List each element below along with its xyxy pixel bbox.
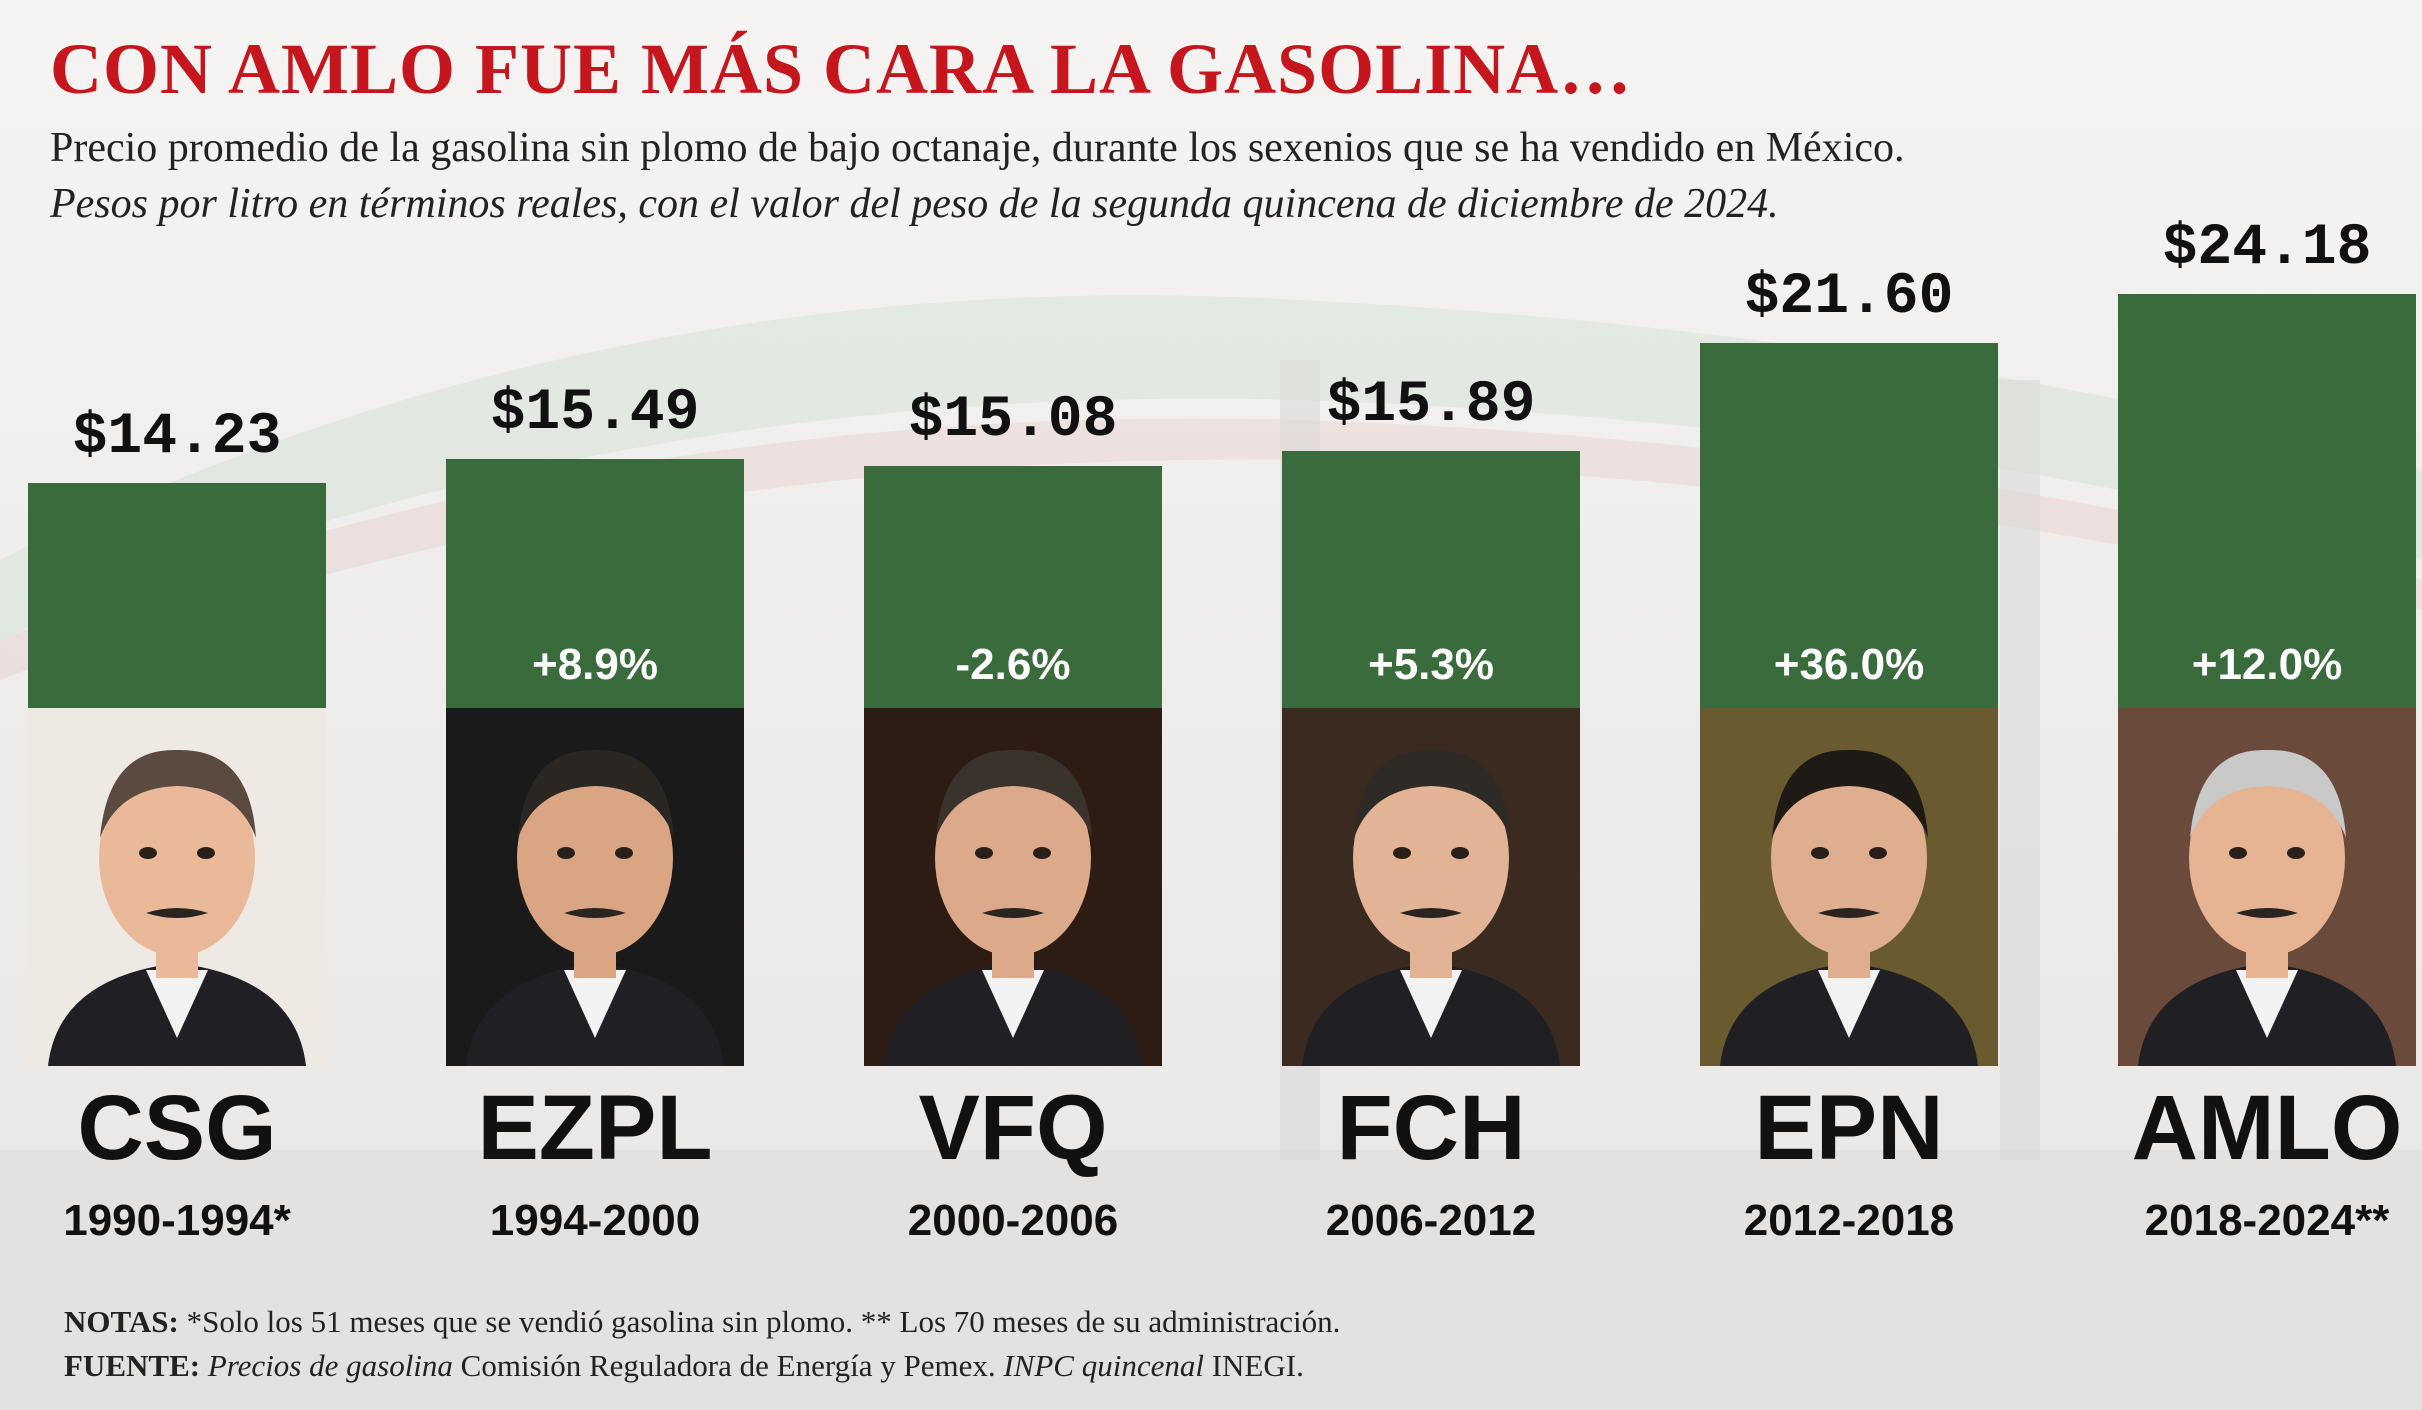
bar-csg [28,482,326,708]
source: FUENTE: Precios de gasolina Comisión Reg… [64,1348,1304,1384]
category-label: VFQ [918,1077,1108,1179]
source-text-1: Comisión Reguladora de Energía y Pemex. [452,1348,1004,1383]
source-italic-1: Precios de gasolina [207,1348,453,1383]
notes: NOTAS: *Solo los 51 meses que se vendió … [64,1304,1340,1340]
chart-subtitle-units: Pesos por litro en términos reales, con … [50,181,1779,227]
value-label: $14.23 [72,404,282,470]
category-label: CSG [77,1077,277,1179]
bar-vfq [864,466,1162,708]
period-label: 2000-2006 [907,1196,1119,1245]
category-label: FCH [1336,1077,1526,1179]
change-label: +12.0% [2191,640,2343,689]
portrait-csg [28,708,326,1066]
source-label: FUENTE: [64,1348,201,1383]
bar-ezpl [446,458,744,708]
bar-amlo [2118,293,2416,708]
notes-text: *Solo los 51 meses que se vendió gasolin… [178,1304,1341,1339]
chart-title: CON AMLO FUE MÁS CARA LA GASOLINA… [50,29,1633,109]
change-label: +8.9% [532,640,658,689]
source-text-2: INEGI. [1203,1348,1304,1383]
period-label: 2018-2024** [2144,1196,2390,1245]
value-label: $24.18 [2162,215,2372,281]
notes-label: NOTAS: [64,1304,179,1339]
change-label: +5.3% [1368,640,1494,689]
bar-epn [1700,342,1998,708]
chart-subtitle: Precio promedio de la gasolina sin plomo… [50,125,1905,171]
portrait-ezpl [446,708,744,1066]
source-italic-2: INPC quincenal [1003,1348,1204,1383]
value-label: $15.49 [490,380,700,446]
change-label: +36.0% [1773,640,1925,689]
portrait-vfq [864,708,1162,1066]
value-label: $15.89 [1326,373,1536,439]
portrait-amlo [2118,708,2416,1066]
change-label: -2.6% [955,640,1071,689]
period-label: 2006-2012 [1325,1196,1537,1245]
portrait-fch [1282,708,1580,1066]
category-label: AMLO [2131,1077,2403,1179]
period-label: 2012-2018 [1743,1196,1955,1245]
period-label: 1990-1994* [63,1196,291,1245]
category-label: EPN [1754,1077,1944,1179]
value-label: $21.60 [1744,264,1954,330]
category-label: EZPL [477,1077,713,1179]
portrait-epn [1700,708,1998,1066]
bar-fch [1282,451,1580,708]
value-label: $15.08 [908,388,1118,454]
period-label: 1994-2000 [489,1196,701,1245]
